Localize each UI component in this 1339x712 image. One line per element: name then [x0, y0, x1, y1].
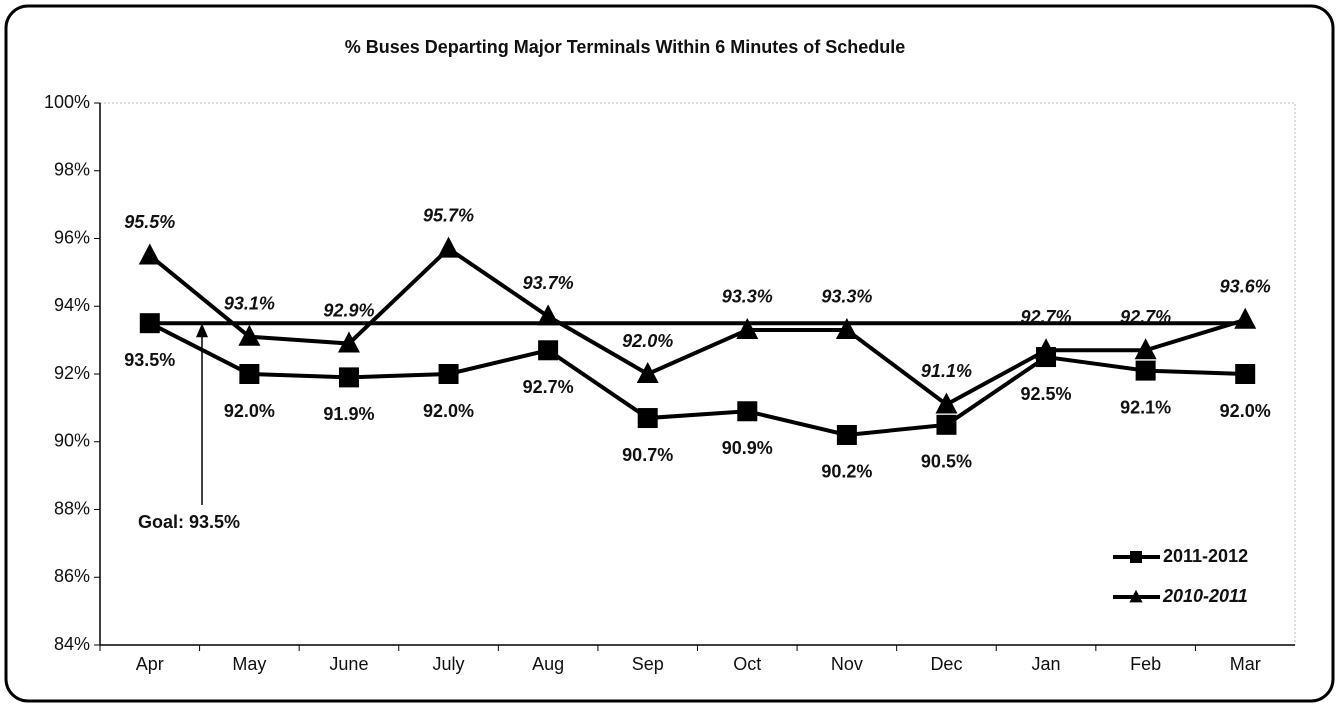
marker	[1129, 589, 1143, 603]
marker	[737, 401, 758, 422]
marker	[835, 317, 858, 339]
x-tick-label: Dec	[930, 654, 962, 674]
marker	[537, 304, 560, 326]
data-label: 93.1%	[224, 293, 275, 313]
data-label: 91.9%	[323, 404, 374, 424]
marker	[238, 324, 261, 346]
y-tick-label: 98%	[54, 160, 90, 180]
data-label: 92.7%	[523, 377, 574, 397]
x-tick-label: May	[232, 654, 266, 674]
data-label: 93.3%	[722, 287, 773, 307]
chart-title: % Buses Departing Major Terminals Within…	[345, 37, 906, 57]
data-label: 93.6%	[1220, 277, 1271, 297]
marker	[1234, 307, 1257, 329]
x-tick-label: July	[433, 654, 465, 674]
x-tick-label: Feb	[1130, 654, 1161, 674]
marker	[836, 424, 857, 445]
marker	[1035, 338, 1058, 360]
marker	[1130, 551, 1142, 563]
x-tick-label: Sep	[632, 654, 664, 674]
x-tick-label: Oct	[733, 654, 761, 674]
data-label: 90.5%	[921, 452, 972, 472]
y-tick-label: 92%	[54, 363, 90, 383]
marker	[1135, 360, 1156, 381]
y-tick-label: 96%	[54, 227, 90, 247]
marker	[139, 313, 160, 334]
marker	[1235, 364, 1256, 384]
marker	[437, 236, 460, 258]
marker	[338, 367, 359, 388]
data-label: 90.7%	[622, 445, 673, 465]
marker	[438, 364, 459, 384]
marker	[538, 340, 559, 361]
y-tick-label: 86%	[54, 566, 90, 586]
y-tick-label: 88%	[54, 498, 90, 518]
marker	[239, 364, 260, 384]
data-label: 91.1%	[921, 361, 972, 381]
marker	[138, 243, 161, 265]
goal-label: Goal: 93.5%	[138, 512, 240, 532]
x-tick-label: Mar	[1230, 654, 1261, 674]
y-tick-label: 94%	[54, 295, 90, 315]
data-label: 95.5%	[124, 212, 175, 232]
goal-arrowhead	[196, 323, 208, 338]
data-label: 92.1%	[1120, 397, 1171, 417]
series-line	[148, 246, 1246, 407]
data-label: 90.9%	[722, 438, 773, 458]
y-tick-label: 84%	[54, 634, 90, 654]
x-tick-label: Aug	[532, 654, 564, 674]
data-label: 92.9%	[323, 300, 374, 320]
data-label: 95.7%	[423, 205, 474, 225]
marker	[636, 362, 659, 383]
data-label: 93.3%	[821, 287, 872, 307]
frame	[4, 4, 1335, 703]
series-line	[148, 321, 1246, 437]
x-tick-label: Apr	[136, 654, 164, 674]
data-label: 90.2%	[821, 462, 872, 482]
data-label: 93.5%	[124, 350, 175, 370]
marker	[736, 317, 759, 339]
marker	[637, 408, 658, 429]
data-label: 92.5%	[1021, 384, 1072, 404]
marker	[337, 331, 360, 353]
data-label: 92.0%	[1220, 401, 1271, 421]
y-tick-label: 100%	[44, 92, 90, 112]
data-label: 92.0%	[423, 401, 474, 421]
marker	[936, 414, 957, 435]
x-tick-label: Jan	[1032, 654, 1061, 674]
marker	[1134, 338, 1157, 360]
marker	[935, 392, 958, 414]
x-tick-label: June	[329, 654, 368, 674]
plot-area	[99, 102, 1296, 646]
data-label: 92.0%	[622, 331, 673, 351]
data-label: 92.7%	[1021, 307, 1072, 327]
data-label: 92.7%	[1120, 307, 1171, 327]
data-label: 93.7%	[523, 273, 574, 293]
y-tick-label: 90%	[54, 431, 90, 451]
legend-label: 2010-2011	[1162, 586, 1248, 606]
data-label: 92.0%	[224, 401, 275, 421]
x-tick-label: Nov	[831, 654, 863, 674]
legend-label: 2011-2012	[1163, 546, 1248, 566]
